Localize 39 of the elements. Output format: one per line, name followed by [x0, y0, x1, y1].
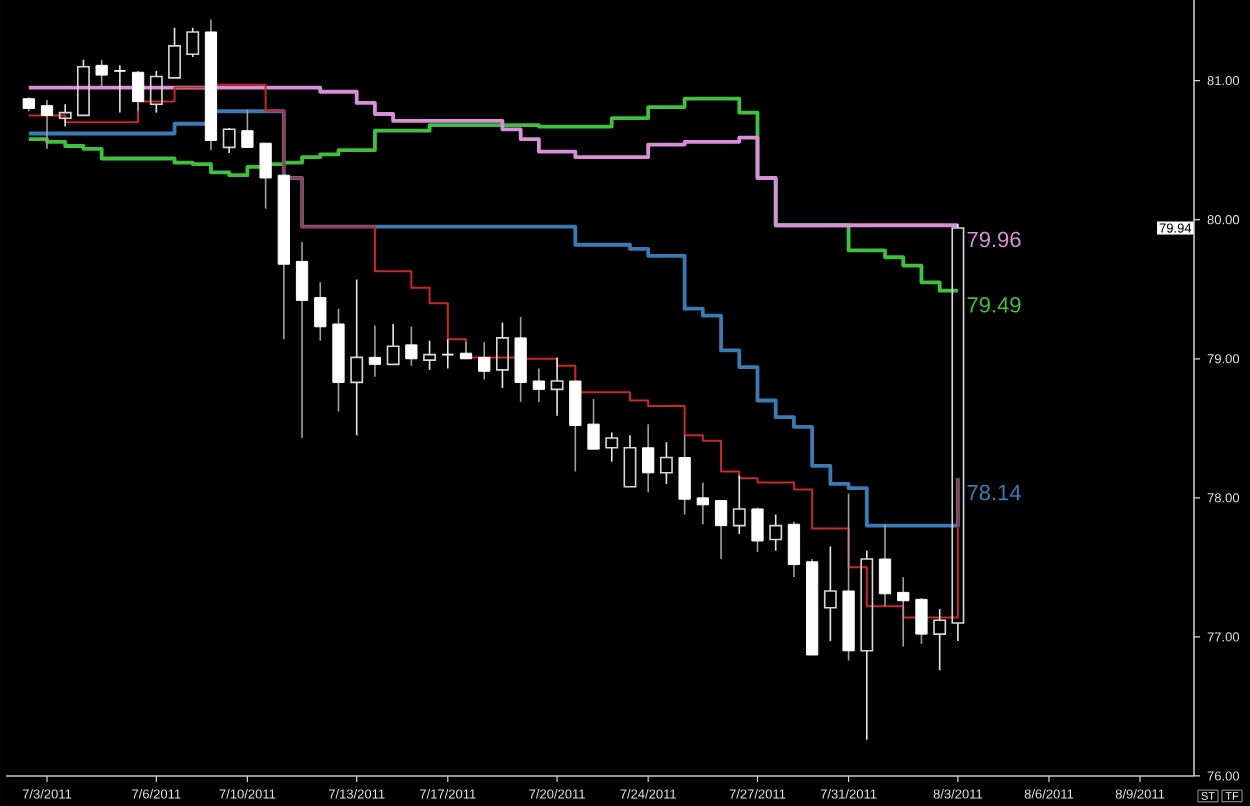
candlestick: [751, 506, 764, 553]
candlestick: [532, 367, 546, 403]
candlestick: [58, 103, 72, 128]
candlestick: [113, 64, 127, 114]
candlestick: [168, 26, 181, 79]
annotation: 78.14: [967, 484, 1021, 501]
candlestick: [823, 545, 837, 642]
candlestick: [95, 58, 108, 90]
candlestick: [241, 109, 254, 149]
candlestick: [860, 549, 874, 741]
candlestick: [897, 576, 910, 648]
candlestick: [769, 513, 783, 552]
candlestick: [696, 481, 709, 526]
annotation: 79.96: [967, 231, 1021, 248]
candlestick: [368, 324, 382, 378]
candlestick: [605, 431, 619, 463]
candlestick: [787, 520, 801, 578]
candlestick: [878, 523, 892, 608]
candlestick: [623, 434, 637, 488]
candlestick: [386, 323, 400, 366]
candlestick: [915, 597, 928, 645]
candlestick: [514, 316, 527, 403]
candlestick: [678, 434, 691, 516]
candlestick: [642, 423, 655, 494]
candlestick: [350, 278, 364, 437]
candlestick: [295, 241, 309, 439]
candlestick: [714, 499, 728, 560]
candlestick: [40, 99, 54, 150]
candlestick: [569, 380, 582, 473]
candlestick: [405, 325, 418, 367]
candlestick: [732, 474, 746, 535]
candlestick: [478, 341, 491, 381]
candlestick: [222, 128, 236, 154]
candlestick: [587, 398, 600, 450]
candlestick: [259, 142, 272, 210]
candlestick: [314, 281, 327, 342]
candlestick: [131, 70, 145, 113]
annotation: 79.49: [967, 297, 1021, 313]
candlestick: [550, 356, 564, 417]
